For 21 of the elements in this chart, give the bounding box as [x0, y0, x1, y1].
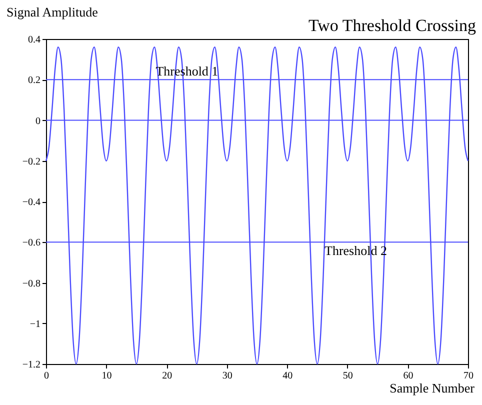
y-tick-label: 0.4 [28, 34, 40, 46]
x-tick-label: 10 [102, 370, 112, 382]
x-tick-label: 60 [403, 370, 414, 382]
x-tick-label: 20 [162, 370, 172, 382]
y-axis-title: Signal Amplitude [6, 4, 98, 20]
x-tick-label: 0 [44, 370, 49, 382]
y-tick-label: −1.2 [22, 360, 40, 370]
x-tick-label: 50 [342, 370, 353, 382]
line-series [45, 46, 469, 365]
x-tick-label: 40 [282, 370, 293, 382]
y-tick-label: −0.6 [22, 238, 40, 249]
y-tick-label: 0 [36, 116, 40, 127]
x-tick-label: 30 [222, 370, 232, 382]
x-tick-label: 70 [464, 370, 474, 382]
x-axis-title: Sample Number [390, 380, 476, 396]
chart-title: Two Threshold Crossing [308, 16, 476, 35]
y-tick-label: −0.8 [22, 278, 40, 290]
y-tick-label: −1 [30, 318, 40, 330]
y-tick-label: −0.4 [22, 197, 40, 208]
y-tick-label: 0.2 [28, 75, 40, 86]
y-tick-label: −0.2 [22, 156, 40, 168]
